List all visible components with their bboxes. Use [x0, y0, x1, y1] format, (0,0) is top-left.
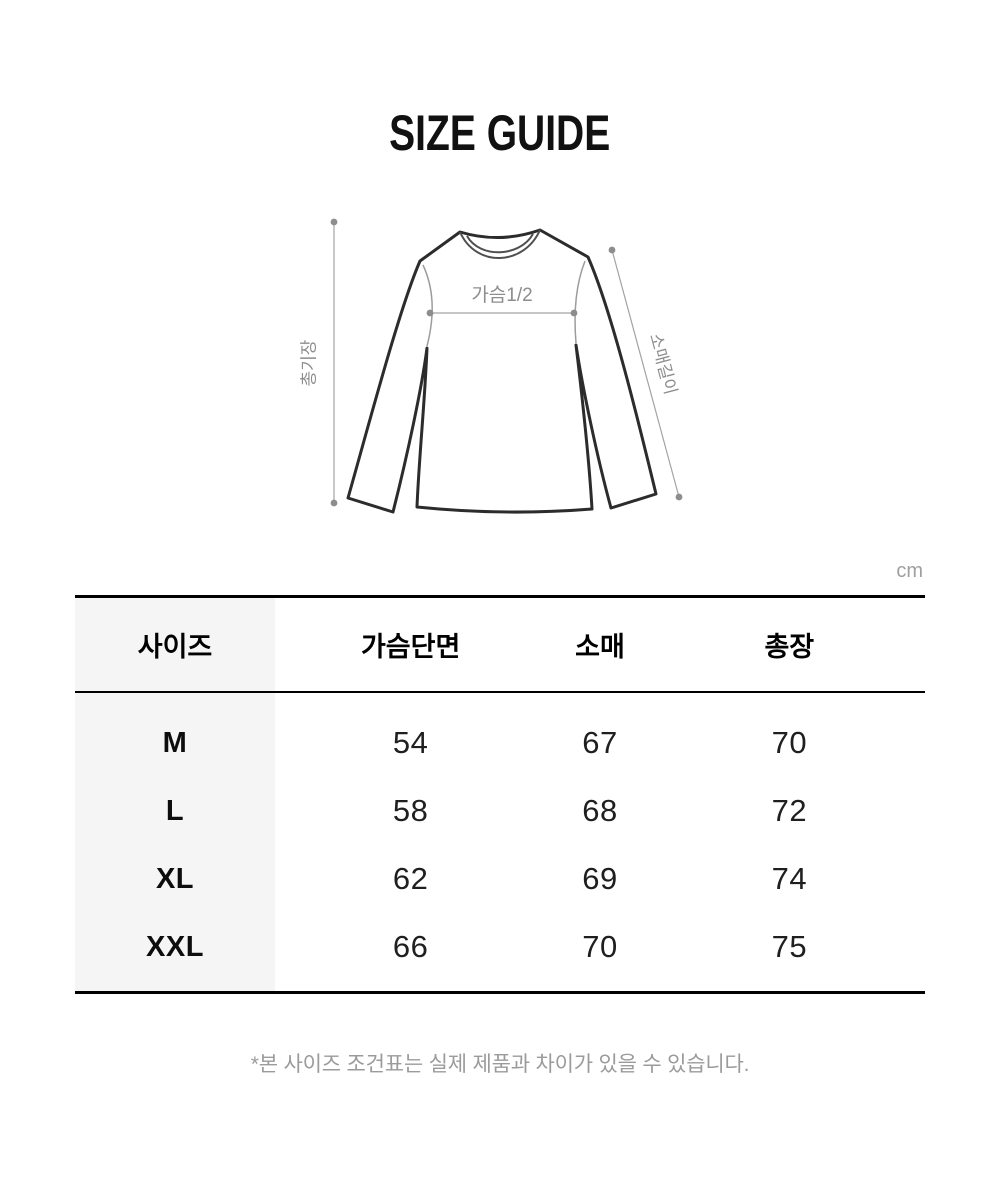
sleeve-value: 67 [582, 725, 618, 760]
size-cell: XL [155, 862, 195, 895]
chest-half-label: 가슴1/2 [471, 284, 532, 306]
size-cell: XXL [146, 930, 204, 963]
table-row: M 54 67 70 [75, 709, 925, 777]
size-cell: M [162, 726, 188, 759]
chest-measure-line: 가슴1/2 [426, 284, 578, 317]
unit-label: cm [896, 560, 923, 582]
chest-value: 66 [392, 929, 429, 964]
left-armhole-seam [422, 264, 433, 347]
sleeve-value: 69 [582, 861, 618, 896]
measure-dot [330, 499, 338, 507]
collar-outer-line [459, 229, 541, 259]
total-length-measure-line: 총기장 [300, 218, 338, 507]
measure-dot [330, 218, 338, 226]
length-value: 70 [771, 725, 808, 760]
tshirt-diagram-svg: 총기장 가슴1/2 소매길이 [300, 218, 683, 514]
length-value: 75 [771, 929, 808, 964]
page-title-text: SIZE GUIDE [389, 105, 611, 161]
table-row: XL 62 69 74 [75, 845, 925, 913]
tshirt-outline [346, 228, 658, 514]
size-table-body: M 54 67 70 L 58 68 72 XL 62 69 74 X [75, 693, 925, 991]
size-guide-footnote: *본 사이즈 조건표는 실제 제품과 차이가 있을 수 있습니다. [250, 1053, 750, 1076]
size-cell: L [165, 794, 185, 827]
length-value: 74 [771, 861, 808, 896]
garment-measurement-diagram: 총기장 가슴1/2 소매길이 [280, 195, 720, 545]
table-row: XXL 66 70 75 [75, 913, 925, 981]
column-header-size: 사이즈 [137, 632, 213, 662]
measure-dot [570, 309, 578, 317]
collar-inner-line [466, 233, 534, 254]
sleeve-length-label: 소매길이 [646, 331, 681, 396]
measure-dot [675, 493, 683, 501]
size-table-header-row: 사이즈 가슴단면 소매 총장 [75, 598, 925, 693]
total-length-label: 총기장 [300, 339, 319, 386]
table-row: L 58 68 72 [75, 777, 925, 845]
right-armhole-seam [574, 260, 586, 344]
measure-dot [608, 246, 616, 254]
column-header-sleeve: 소매 [575, 632, 625, 662]
length-value: 72 [771, 793, 808, 828]
column-header-chest: 가슴단면 [360, 632, 461, 662]
sleeve-value: 68 [582, 793, 618, 828]
size-table: 사이즈 가슴단면 소매 총장 M 54 67 70 L 58 68 72 XL [75, 595, 925, 994]
column-header-length: 총장 [764, 632, 815, 662]
measure-dot [426, 309, 434, 317]
page-title: SIZE GUIDE [0, 104, 1000, 162]
chest-value: 54 [392, 725, 429, 760]
chest-value: 58 [392, 793, 429, 828]
chest-value: 62 [392, 861, 429, 896]
sleeve-value: 70 [582, 929, 618, 964]
